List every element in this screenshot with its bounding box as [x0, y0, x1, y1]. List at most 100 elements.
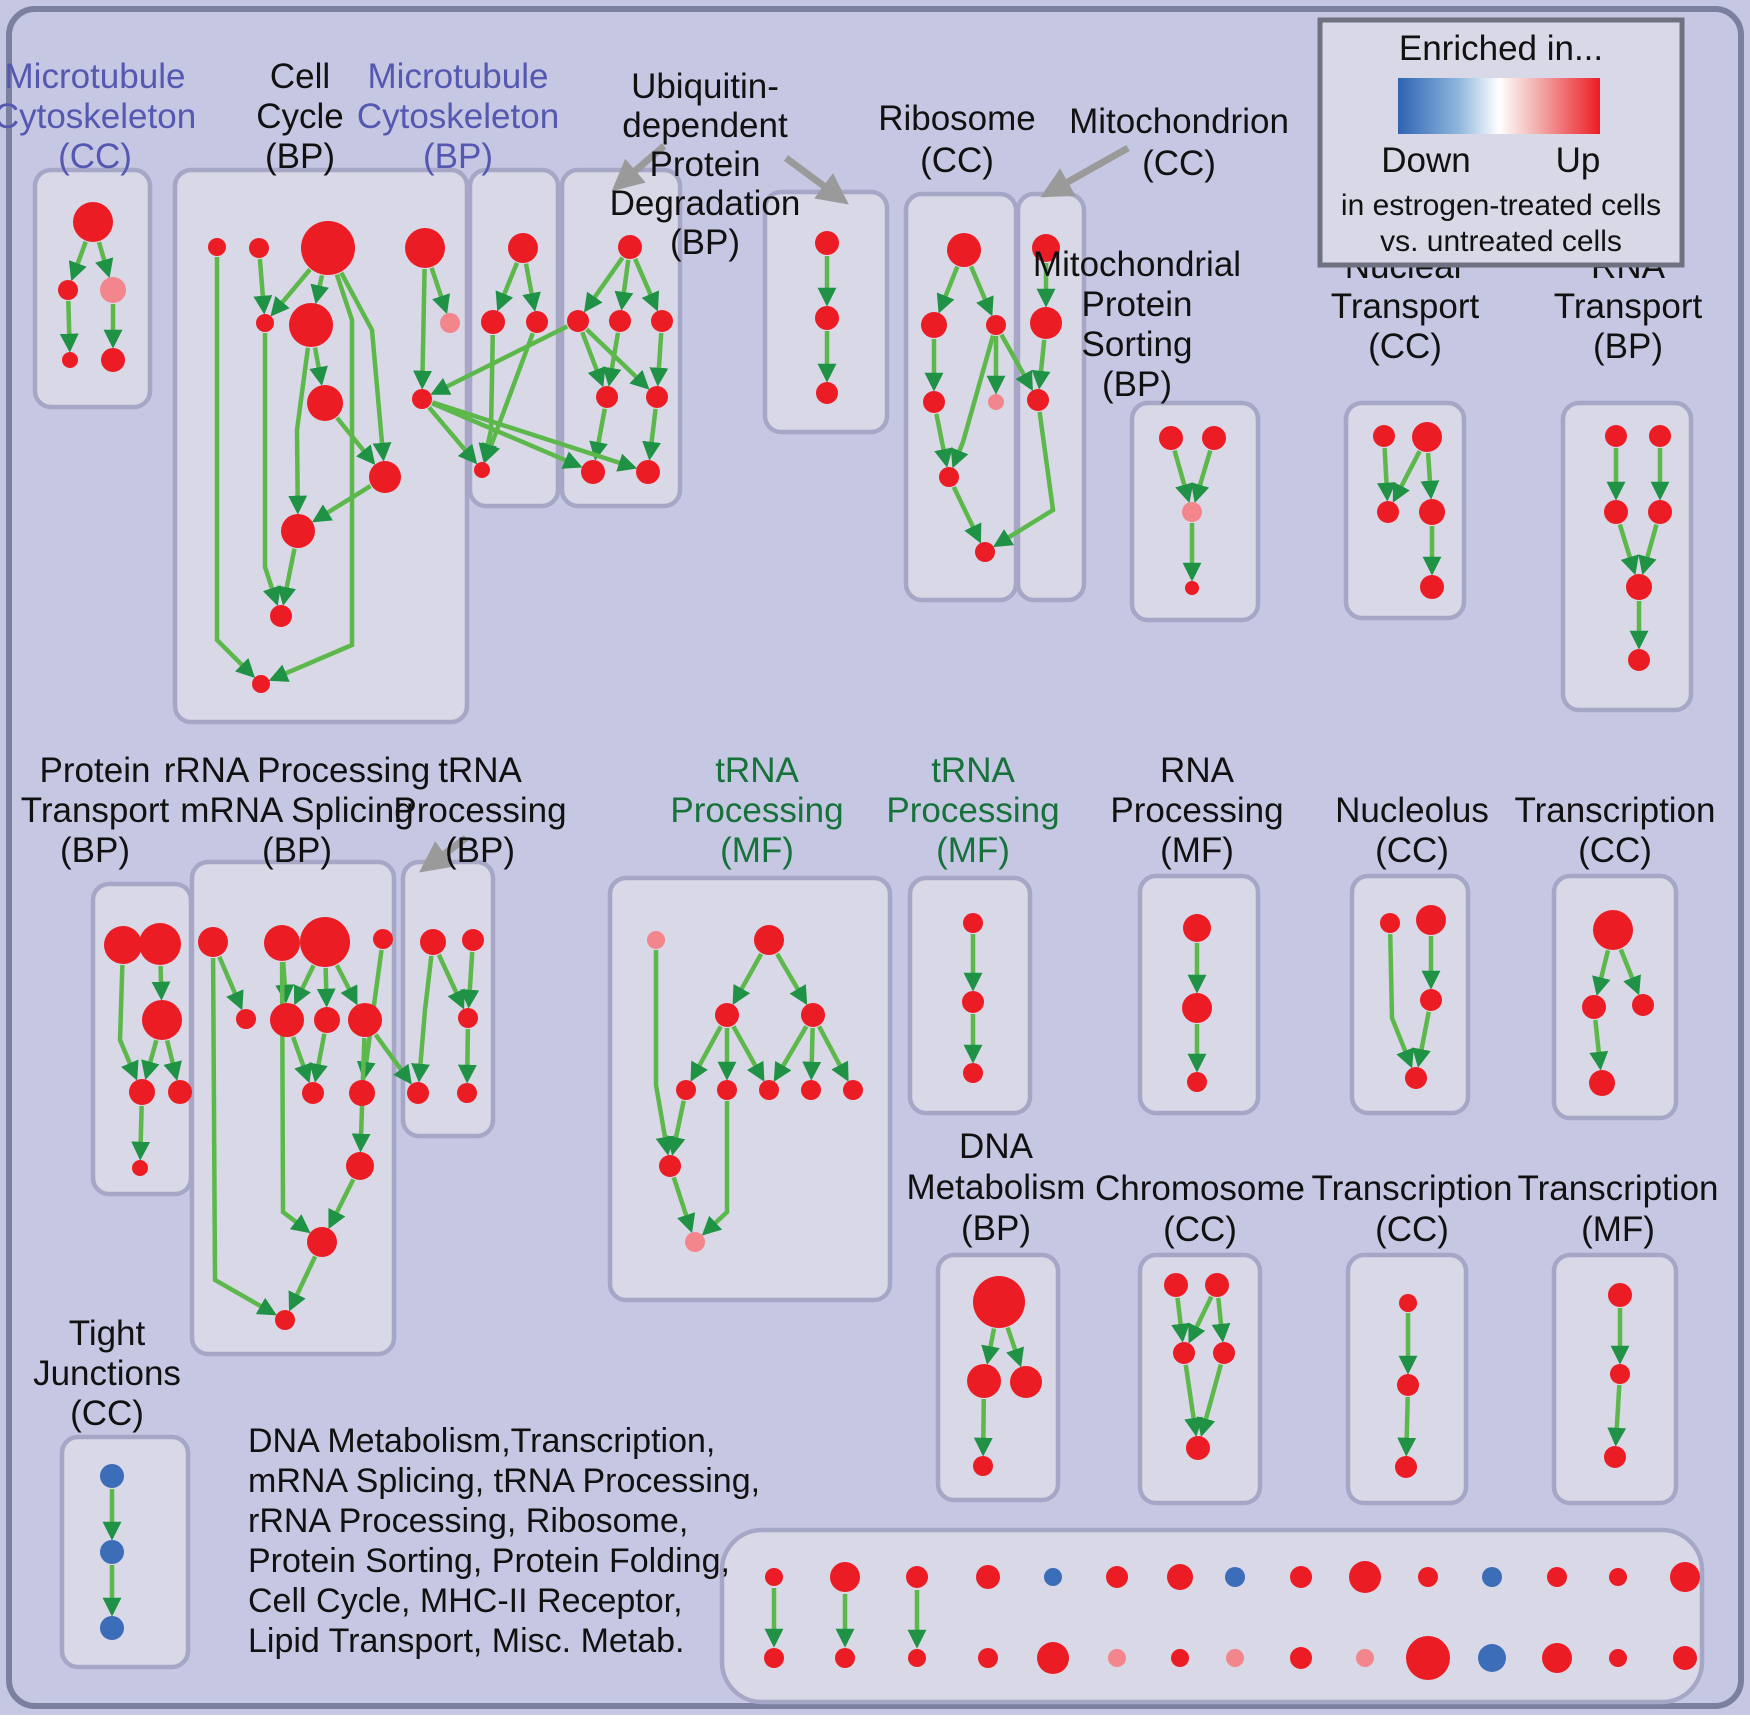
edge-trna_mf1: [666, 1100, 686, 1156]
edge-cell_cycle: [268, 273, 355, 682]
node-transcription_cc1-tc3: [1632, 994, 1654, 1016]
node-mc_bp-p1: [508, 233, 538, 263]
node-chromosome-ch2: [1205, 1273, 1229, 1297]
edge-transcription_mf: [1607, 1384, 1627, 1447]
cluster-label-mc_bp-line3: (BP): [423, 137, 493, 176]
label-pointer-arrow: [1040, 144, 1130, 198]
node-misc-bottom-7: [1171, 1649, 1189, 1667]
edge-rrna: [316, 967, 336, 1008]
edge-cross: [992, 411, 1056, 548]
cluster-box-tight_junctions: [59, 1434, 191, 1670]
cluster-label-ubiq1-line1: Ubiquitin-: [631, 67, 779, 106]
cluster-label-transcription_cc2-line1: Transcription: [1312, 1169, 1513, 1208]
edge-mc_bp: [522, 263, 541, 312]
edge-cell_cycle: [335, 416, 376, 466]
node-rna_transport-rt4: [1648, 500, 1672, 524]
cluster-label-rna_proc_mf-line2: Processing: [1110, 791, 1283, 830]
node-rrna-q10: [349, 1080, 375, 1106]
node-misc-bottom-11: [1406, 1636, 1450, 1680]
annotation-line4: Protein Sorting, Protein Folding,: [248, 1542, 730, 1580]
node-ubiq1-u6: [581, 460, 605, 484]
node-cell_cycle-e: [256, 314, 274, 332]
edge-trna_mf1: [732, 952, 764, 1006]
node-ubiq1-u1: [567, 310, 589, 332]
node-misc-top-14: [1609, 1568, 1627, 1586]
node-misc-bottom-12: [1478, 1644, 1506, 1672]
edge-ribosome: [951, 485, 982, 544]
node-rrna-q7: [314, 1007, 340, 1033]
edge-trna_mf1: [671, 1176, 696, 1234]
node-rrna-q9: [302, 1082, 324, 1104]
node-rrna-q3: [300, 917, 350, 967]
node-mc_cc-n5: [101, 348, 125, 372]
node-rna_proc_mf-rm1: [1183, 914, 1211, 942]
edge-trna_mf1: [731, 1025, 765, 1082]
node-nuc_transport-nt2: [1412, 422, 1442, 452]
node-transcription_cc2-x1: [1399, 1294, 1417, 1312]
edge-ubiq1: [649, 332, 669, 387]
edge-ribosome: [968, 265, 994, 317]
edge-trna_bp: [436, 953, 465, 1010]
node-trna_mf1-g3: [801, 1003, 825, 1027]
edge-chromosome: [1211, 1297, 1231, 1343]
node-misc-bottom-15: [1673, 1646, 1697, 1670]
edge-dna_metab: [1005, 1326, 1024, 1368]
cluster-label-mc_cc-line1: Microtubule: [5, 57, 186, 96]
node-misc-top-3: [906, 1566, 928, 1588]
edge-nuc_transport: [1377, 447, 1396, 502]
node-ubiq2-v2: [815, 306, 839, 330]
cluster-label-protein_transport-line1: Protein: [40, 751, 151, 790]
node-misc-bottom-4: [978, 1648, 998, 1668]
node-rrna-q4: [373, 929, 393, 949]
node-rrna-q13: [275, 1310, 295, 1330]
edge-nuc_transport: [1392, 450, 1422, 503]
edge-cell_cycle: [253, 258, 273, 315]
edge-rrna: [293, 964, 316, 1006]
edge-trna_mf1: [653, 950, 675, 1156]
edge-trna_mf1: [775, 952, 808, 1006]
node-misc-bottom-13: [1542, 1643, 1572, 1673]
node-transcription_mf-y2: [1610, 1364, 1630, 1384]
edge-trna_mf1: [690, 1025, 723, 1082]
edge-ubiq1: [614, 259, 634, 311]
node-transcription_mf-y1: [1608, 1283, 1632, 1307]
edge-transcription_cc1: [1589, 1019, 1609, 1071]
edge-ubiq1: [642, 408, 661, 461]
node-nucleolus-nc3: [1420, 989, 1442, 1011]
cluster-label-mps-line2: Protein: [1082, 285, 1193, 324]
edge-mc_cc: [68, 240, 88, 282]
node-ubiq2-v1: [815, 231, 839, 255]
legend-up-label: Up: [1556, 141, 1601, 180]
cluster-label-transcription_mf-line2: (MF): [1581, 1210, 1655, 1249]
label-pointer-arrow: [419, 835, 469, 873]
cluster-box-nucleolus: [1349, 873, 1471, 1116]
node-trna_mf2-h2: [962, 991, 984, 1013]
node-misc-bottom-6: [1108, 1649, 1126, 1667]
cluster-label-tight_junctions-line1: Tight: [69, 1314, 146, 1353]
cluster-label-transcription_cc1-line2: (CC): [1578, 831, 1652, 870]
edge-mito: [1031, 339, 1051, 390]
edge-cell_cycle: [339, 271, 392, 462]
node-misc-bottom-3: [908, 1649, 926, 1667]
annotation-line2: mRNA Splicing, tRNA Processing,: [248, 1462, 760, 1500]
cluster-label-ribosome-line2: (CC): [920, 141, 994, 180]
edge-cross: [431, 401, 583, 469]
node-rna_transport-rt3: [1604, 500, 1628, 524]
node-ribosome-r7: [975, 542, 995, 562]
node-chromosome-ch5: [1186, 1436, 1210, 1460]
node-protein_transport-pt1: [104, 926, 142, 964]
cluster-label-mc_cc-line3: (CC): [58, 137, 132, 176]
cluster-label-nucleolus-line2: (CC): [1375, 831, 1449, 870]
edge-chromosome: [1171, 1297, 1190, 1343]
cluster-label-ribosome-line1: Ribosome: [878, 99, 1036, 138]
node-transcription_cc2-x3: [1395, 1456, 1417, 1478]
node-mc_cc-n3: [100, 277, 126, 303]
edge-rna_transport: [1617, 523, 1639, 576]
edge-transcription_cc1: [1618, 948, 1641, 996]
edge-rrna: [217, 955, 244, 1011]
node-nuc_transport-nt3: [1377, 501, 1399, 523]
node-rna_transport-rt5: [1626, 574, 1652, 600]
cluster-label-transcription_mf-line1: Transcription: [1518, 1169, 1719, 1208]
edge-mc_cc: [59, 300, 79, 353]
node-trna_bp-w5: [457, 1083, 477, 1103]
